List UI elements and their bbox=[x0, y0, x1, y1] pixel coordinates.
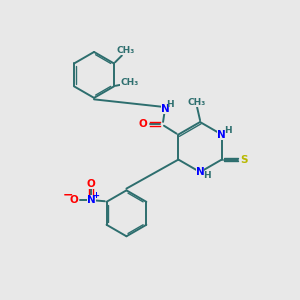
Text: O: O bbox=[87, 178, 96, 189]
Text: H: H bbox=[224, 126, 232, 135]
Text: O: O bbox=[139, 119, 148, 129]
Text: H: H bbox=[167, 100, 174, 109]
Text: N: N bbox=[161, 104, 170, 114]
Text: O: O bbox=[70, 195, 79, 205]
Text: S: S bbox=[240, 154, 247, 165]
Text: CH₃: CH₃ bbox=[120, 78, 139, 87]
Text: N: N bbox=[218, 130, 226, 140]
Text: CH₃: CH₃ bbox=[117, 46, 135, 55]
Text: +: + bbox=[92, 191, 99, 200]
Text: N: N bbox=[196, 167, 204, 177]
Text: −: − bbox=[63, 188, 74, 202]
Text: CH₃: CH₃ bbox=[188, 98, 206, 106]
Text: N: N bbox=[87, 195, 96, 205]
Text: H: H bbox=[203, 171, 210, 180]
